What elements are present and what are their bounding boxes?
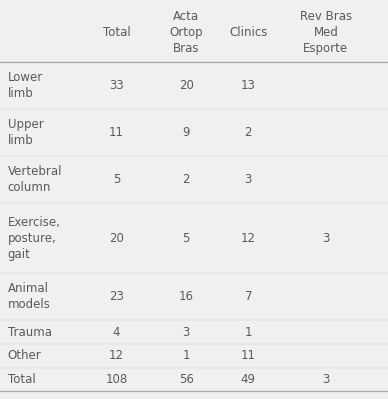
Text: 7: 7 — [244, 290, 252, 304]
Text: 4: 4 — [113, 326, 120, 339]
Text: Trauma: Trauma — [8, 326, 52, 339]
Text: Exercise,
posture,
gait: Exercise, posture, gait — [8, 216, 61, 261]
Text: 1: 1 — [182, 349, 190, 362]
Text: 5: 5 — [182, 232, 190, 245]
Text: Animal
models: Animal models — [8, 282, 51, 312]
Text: 20: 20 — [109, 232, 124, 245]
Text: Clinics: Clinics — [229, 26, 267, 40]
Text: Rev Bras
Med
Esporte: Rev Bras Med Esporte — [300, 10, 352, 55]
Text: 12: 12 — [109, 349, 124, 362]
Text: Upper
limb: Upper limb — [8, 118, 43, 147]
Text: Acta
Ortop
Bras: Acta Ortop Bras — [170, 10, 203, 55]
Text: 12: 12 — [241, 232, 256, 245]
Text: 13: 13 — [241, 79, 256, 92]
Text: 1: 1 — [244, 326, 252, 339]
Text: 3: 3 — [182, 326, 190, 339]
Text: Vertebral
column: Vertebral column — [8, 165, 62, 194]
Text: 16: 16 — [179, 290, 194, 304]
Text: 2: 2 — [244, 126, 252, 139]
Text: 5: 5 — [113, 173, 120, 186]
Text: 3: 3 — [244, 173, 252, 186]
Text: 9: 9 — [182, 126, 190, 139]
Text: Other: Other — [8, 349, 42, 362]
Text: 49: 49 — [241, 373, 256, 386]
Text: 56: 56 — [179, 373, 194, 386]
Text: 2: 2 — [182, 173, 190, 186]
Text: Lower
limb: Lower limb — [8, 71, 43, 100]
Text: 23: 23 — [109, 290, 124, 304]
Text: Total: Total — [102, 26, 130, 40]
Text: Total: Total — [8, 373, 36, 386]
Text: 33: 33 — [109, 79, 124, 92]
Text: 11: 11 — [241, 349, 256, 362]
Text: 3: 3 — [322, 373, 330, 386]
Text: 11: 11 — [109, 126, 124, 139]
Text: 3: 3 — [322, 232, 330, 245]
Text: 20: 20 — [179, 79, 194, 92]
Text: 108: 108 — [105, 373, 128, 386]
